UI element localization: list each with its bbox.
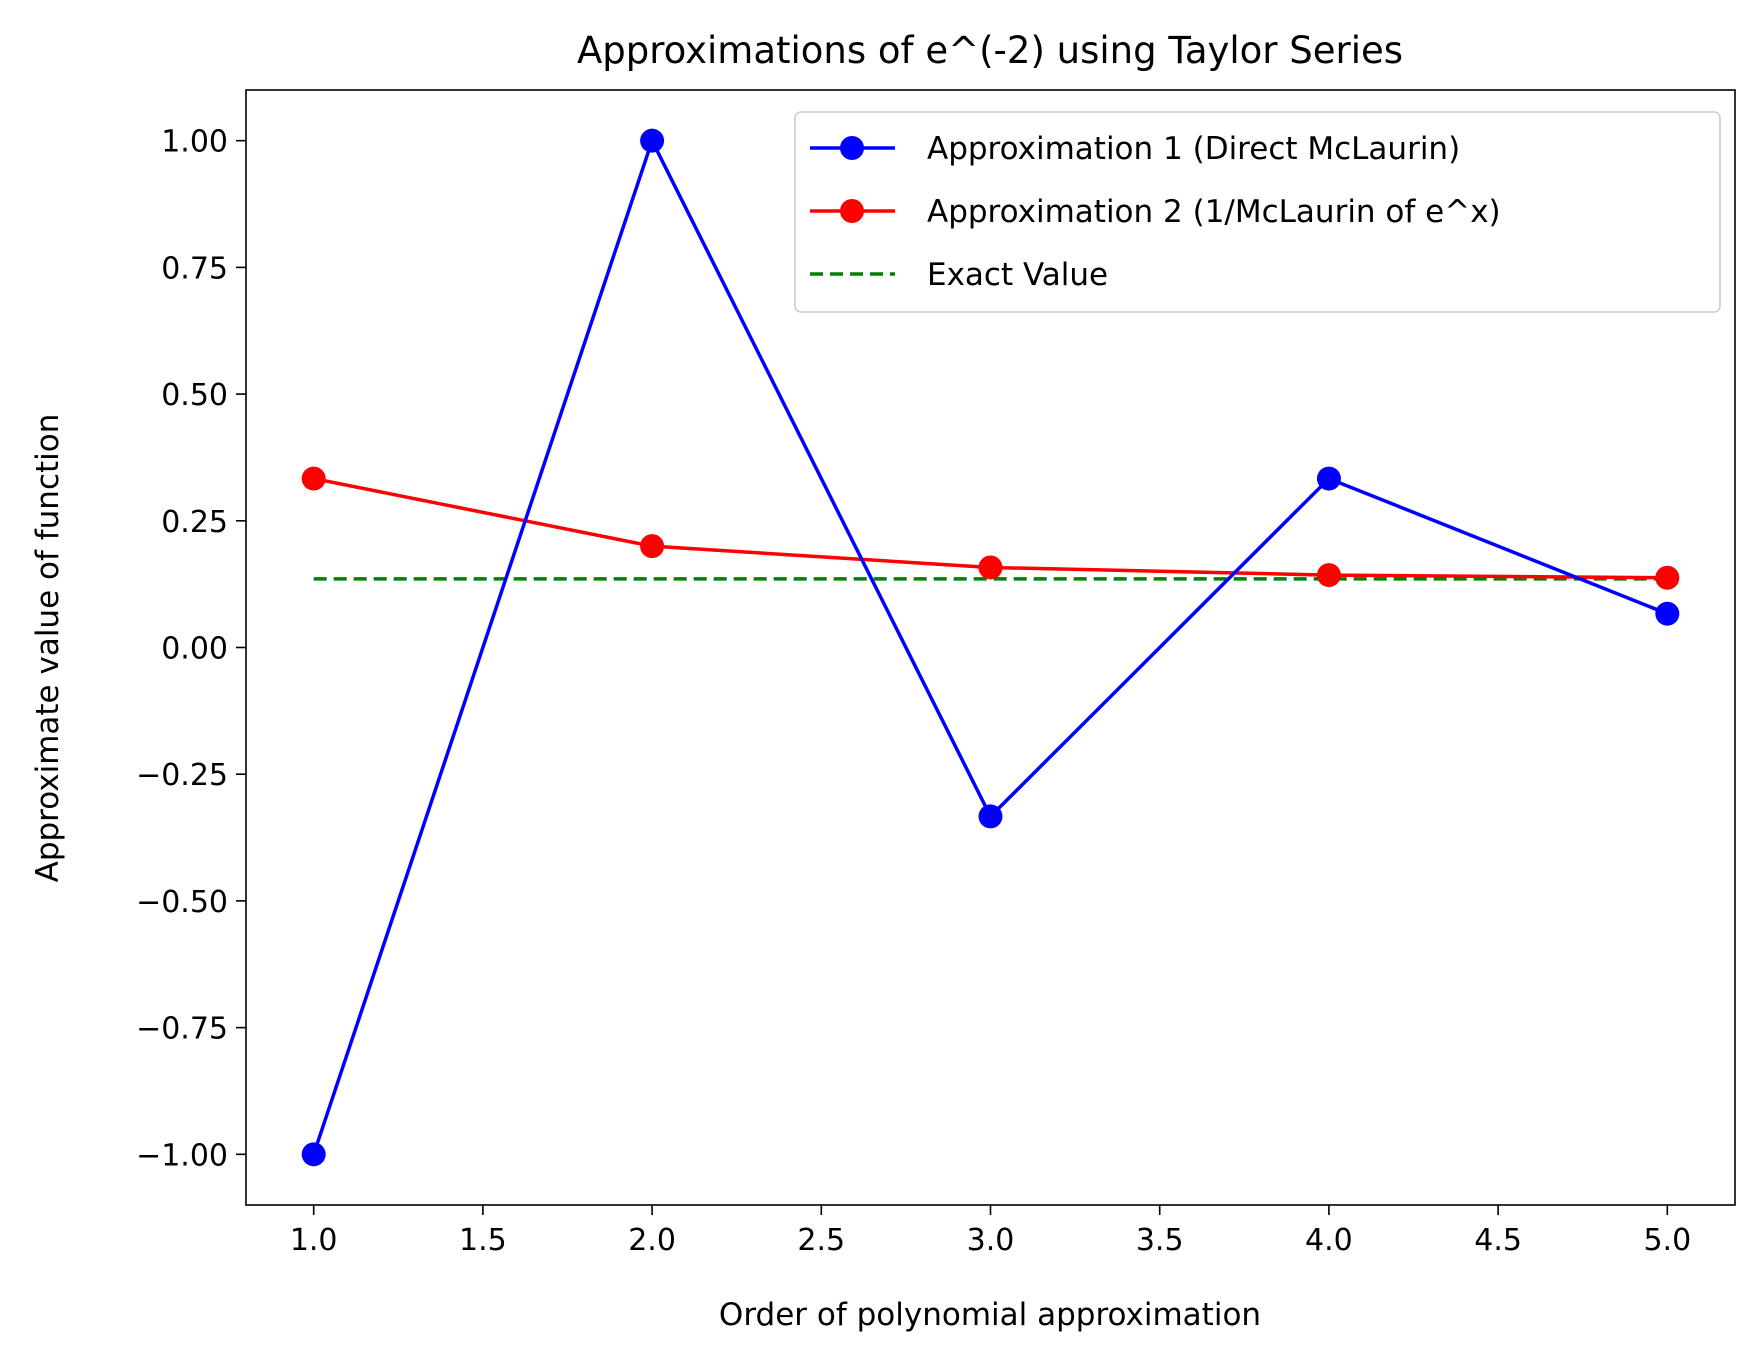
series-1-point [978, 804, 1003, 829]
series-1-point [301, 1142, 326, 1167]
x-tick-label: 2.0 [628, 1223, 676, 1258]
x-tick-label: 5.0 [1643, 1223, 1691, 1258]
x-tick-label: 1.5 [459, 1223, 507, 1258]
plot-area [301, 128, 1680, 1167]
y-axis: 1.00 0.75 0.50 0.25 0.00 −0.25 −0.50 −0.75 −1.00 [136, 125, 246, 1173]
x-axis-label: Order of polynomial approximation [719, 1297, 1261, 1333]
x-tick-label: 2.5 [797, 1223, 845, 1258]
y-tick-label: −0.25 [136, 758, 228, 793]
series-1-point [1655, 601, 1680, 626]
legend: Approximation 1 (Direct McLaurin) Approxi… [794, 111, 1721, 313]
y-tick-label: −0.75 [136, 1012, 228, 1047]
legend-label: Exact Value [927, 257, 1108, 293]
series-2-point [1655, 565, 1680, 590]
legend-box [794, 111, 1721, 313]
series-2-point [640, 534, 665, 559]
y-tick-label: 0.75 [161, 251, 228, 286]
x-tick-label: 1.0 [290, 1223, 338, 1258]
legend-label: Approximation 1 (Direct McLaurin) [927, 131, 1460, 167]
series-2-point [301, 466, 326, 491]
legend-label: Approximation 2 (1/McLaurin of e^x) [927, 194, 1501, 230]
x-tick-label: 4.0 [1305, 1223, 1353, 1258]
series-2-point [978, 555, 1003, 580]
x-tick-label: 4.5 [1474, 1223, 1522, 1258]
series-2-point [1316, 563, 1341, 588]
y-tick-label: 0.25 [161, 505, 228, 540]
series-1-point [1316, 466, 1341, 491]
y-tick-label: 0.00 [161, 632, 228, 667]
y-tick-label: 1.00 [161, 125, 228, 160]
x-tick-label: 3.0 [967, 1223, 1015, 1258]
y-tick-label: −0.50 [136, 885, 228, 920]
y-tick-label: −1.00 [136, 1138, 228, 1173]
y-axis-label: Approximate value of function [30, 414, 66, 883]
legend-marker [840, 199, 864, 223]
legend-marker [840, 136, 864, 160]
x-axis: 1.0 1.5 2.0 2.5 3.0 3.5 4.0 4.5 5.0 [290, 1205, 1691, 1258]
x-tick-label: 3.5 [1136, 1223, 1184, 1258]
chart-title: Approximations of e^(-2) using Taylor Se… [577, 29, 1403, 72]
y-tick-label: 0.50 [161, 378, 228, 413]
series-1-point [640, 128, 665, 153]
